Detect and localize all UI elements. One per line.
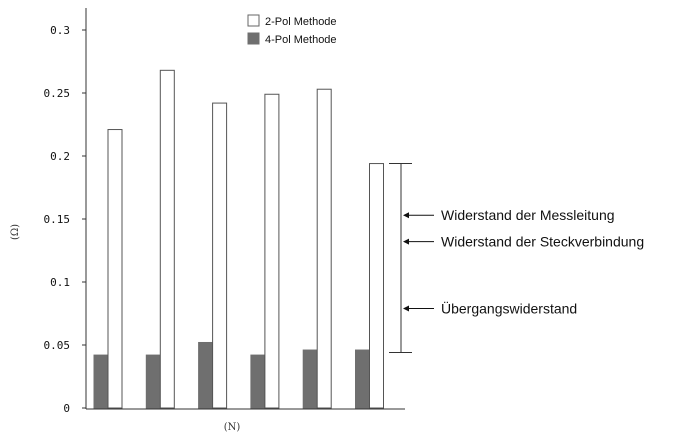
y-tick-label: 0.3 (50, 24, 70, 37)
legend-label-4pol: 4-Pol Methode (265, 34, 337, 46)
annotation-arrowhead (403, 305, 409, 312)
y-axis-title: (Ω) (10, 224, 21, 240)
bar-2pol (369, 163, 384, 409)
bar-2pol (316, 88, 332, 409)
bar-2pol (264, 93, 280, 409)
bar-2pol (107, 129, 123, 409)
annotation-label: Widerstand der Messleitung (441, 207, 615, 223)
annotation-arrowhead (403, 238, 409, 245)
bar-4pol (250, 354, 266, 409)
bar-2pol (212, 102, 228, 409)
bracket (389, 163, 412, 354)
y-tick-label: 0 (63, 402, 70, 415)
y-tick-label: 0.15 (44, 213, 71, 226)
bar-2pol (159, 69, 175, 409)
annotation-arrowhead (403, 212, 409, 219)
annotation-label: Widerstand der Steckverbindung (441, 234, 644, 250)
legend-swatch-4pol (247, 32, 260, 45)
y-tick-label: 0.1 (50, 276, 70, 289)
bar-4pol (93, 354, 109, 409)
annotations: Widerstand der Messleitung Widerstand der… (403, 207, 644, 316)
bars (93, 69, 384, 409)
y-tick-label: 0.2 (50, 150, 70, 163)
legend-label-2pol: 2-Pol Methode (265, 16, 337, 28)
legend: 2-Pol Methode 4-Pol Methode (247, 14, 337, 46)
annotation-label: Übergangswiderstand (441, 299, 577, 316)
bar-4pol (198, 341, 214, 409)
bar-4pol (355, 349, 370, 409)
y-ticks: 0 0.05 0.1 0.15 0.2 0.25 0.3 (44, 24, 86, 415)
legend-swatch-2pol (247, 14, 260, 27)
bar-4pol (145, 354, 161, 409)
y-tick-label: 0.05 (44, 339, 71, 352)
bar-4pol (302, 349, 318, 409)
x-axis-title: (N) (224, 422, 241, 433)
y-tick-label: 0.25 (44, 87, 71, 100)
